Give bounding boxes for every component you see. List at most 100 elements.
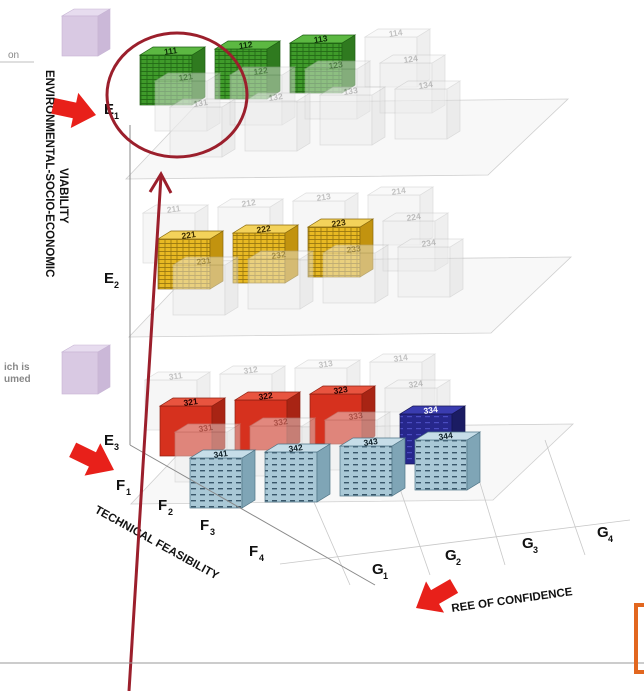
cube-front-face	[229, 74, 283, 126]
cube-top-face	[363, 28, 432, 38]
cube-114: 114	[363, 27, 432, 88]
e-level-3: E 3	[104, 432, 119, 452]
cube-top-face	[248, 417, 317, 427]
g-level-1-sub: 1	[383, 571, 388, 581]
cube-label: 333	[348, 410, 364, 422]
f-level-1-letter: F	[116, 477, 125, 494]
cube-label: 321	[183, 396, 199, 408]
g-level-2-letter: G	[445, 547, 457, 564]
cube-top-face	[231, 224, 300, 234]
cube-front-face	[367, 194, 421, 246]
cube-side-face	[299, 250, 314, 310]
cube-side-face	[421, 353, 436, 413]
cube-front-face	[414, 439, 468, 491]
cube-top-face	[338, 437, 407, 447]
pointer-line	[127, 175, 163, 691]
cube-top-face	[216, 198, 285, 208]
f-level-4: F 4	[249, 543, 264, 563]
cube-124: 124	[378, 53, 447, 114]
cube-323: 323	[308, 384, 377, 445]
cube-top-face	[153, 72, 222, 82]
cube-side-face	[206, 72, 221, 132]
cube-front-face	[322, 252, 376, 304]
cube-top-face	[393, 80, 462, 90]
cube-top-face	[158, 397, 227, 407]
cube-134: 134	[393, 79, 462, 140]
cube-side-face	[221, 98, 236, 158]
cube-side-face	[419, 186, 434, 246]
cube-label: 314	[393, 352, 409, 364]
cube-side-face	[224, 256, 239, 316]
cube-top-face	[138, 46, 207, 56]
g-level-3-sub: 3	[533, 545, 538, 555]
cube-label: 334	[423, 404, 439, 416]
cube-front-face	[234, 399, 288, 451]
e-level-2: E 2	[104, 270, 119, 290]
cube-top-face	[233, 391, 302, 401]
cube-341: 341	[188, 448, 257, 509]
cube-label: 312	[243, 364, 259, 376]
cube-top-face	[218, 365, 287, 375]
g-level-4-letter: G	[597, 524, 609, 541]
cube-label: 211	[166, 203, 181, 215]
cube-label: 133	[343, 85, 359, 97]
f-level-3-sub: 3	[210, 527, 215, 537]
cube-front-face	[289, 42, 343, 94]
g-level-4: G 4	[597, 524, 613, 544]
cube-232: 232	[246, 249, 315, 310]
cube-label: 114	[388, 27, 403, 39]
cube-top-face	[378, 54, 447, 64]
cube-front-face	[189, 457, 243, 509]
g-level-2: G 2	[445, 547, 461, 567]
left-fragment-top: on	[8, 50, 19, 61]
cube-224: 224	[381, 211, 450, 272]
cube-side-face	[296, 92, 311, 152]
cube-top-face	[303, 60, 372, 70]
cube-side-face	[416, 28, 431, 88]
g-level-2-sub: 2	[456, 557, 461, 567]
g-level-1: G 1	[372, 561, 388, 581]
cube-label: 112	[238, 39, 253, 51]
cube-side-face	[281, 66, 296, 126]
cube-112: 112	[213, 39, 282, 100]
cube-121: 121	[153, 71, 222, 132]
cube-top-face	[308, 385, 377, 395]
cube-front-face	[247, 258, 301, 310]
vertical-axis-title: ENVIRONMENTAL-SOCIO-ECONOMIC VIABILITY	[43, 70, 69, 277]
cube-top-face	[246, 250, 315, 260]
cube-label: 131	[193, 97, 209, 109]
cube-label: 132	[268, 91, 284, 103]
cube-label: 332	[273, 416, 289, 428]
cube-side-face	[371, 86, 386, 146]
cube-top-face	[288, 34, 357, 44]
cube-front-face	[382, 220, 436, 272]
cube-top-face	[293, 359, 362, 369]
f-level-2-sub: 2	[168, 507, 173, 517]
vertical-axis-title-line2: VIABILITY	[57, 168, 69, 224]
arrow-icon-e1	[51, 92, 96, 129]
cube-label: 134	[418, 79, 434, 91]
orange-bracket	[634, 603, 644, 674]
cube-front-face	[339, 445, 393, 497]
cube-top-face	[396, 238, 465, 248]
cube-front-face	[304, 68, 358, 120]
cube-front-face	[159, 405, 213, 457]
cube-side-face	[449, 238, 464, 298]
cube-344: 344	[413, 430, 482, 491]
cube-top-face	[243, 92, 312, 102]
cube-front-face	[244, 100, 298, 152]
cube-113: 113	[288, 33, 357, 94]
f-level-2-letter: F	[158, 497, 167, 514]
g-level-1-letter: G	[372, 561, 384, 578]
cube-top-face	[188, 449, 257, 459]
depth-axis-title-text: TECHNICAL FEASIBILITY	[93, 504, 221, 582]
horizontal-axis-title-text: REE OF CONFIDENCE	[451, 586, 574, 615]
cube-side-face	[466, 431, 481, 491]
cube-top-face	[413, 431, 482, 441]
cube-label: 322	[258, 390, 274, 402]
highlight-circle	[105, 31, 249, 159]
cube-top-face	[323, 411, 392, 421]
depth-axis-title: TECHNICAL FEASIBILITY	[93, 504, 221, 582]
cube-label: 311	[168, 370, 183, 382]
cube-122: 122	[228, 65, 297, 126]
